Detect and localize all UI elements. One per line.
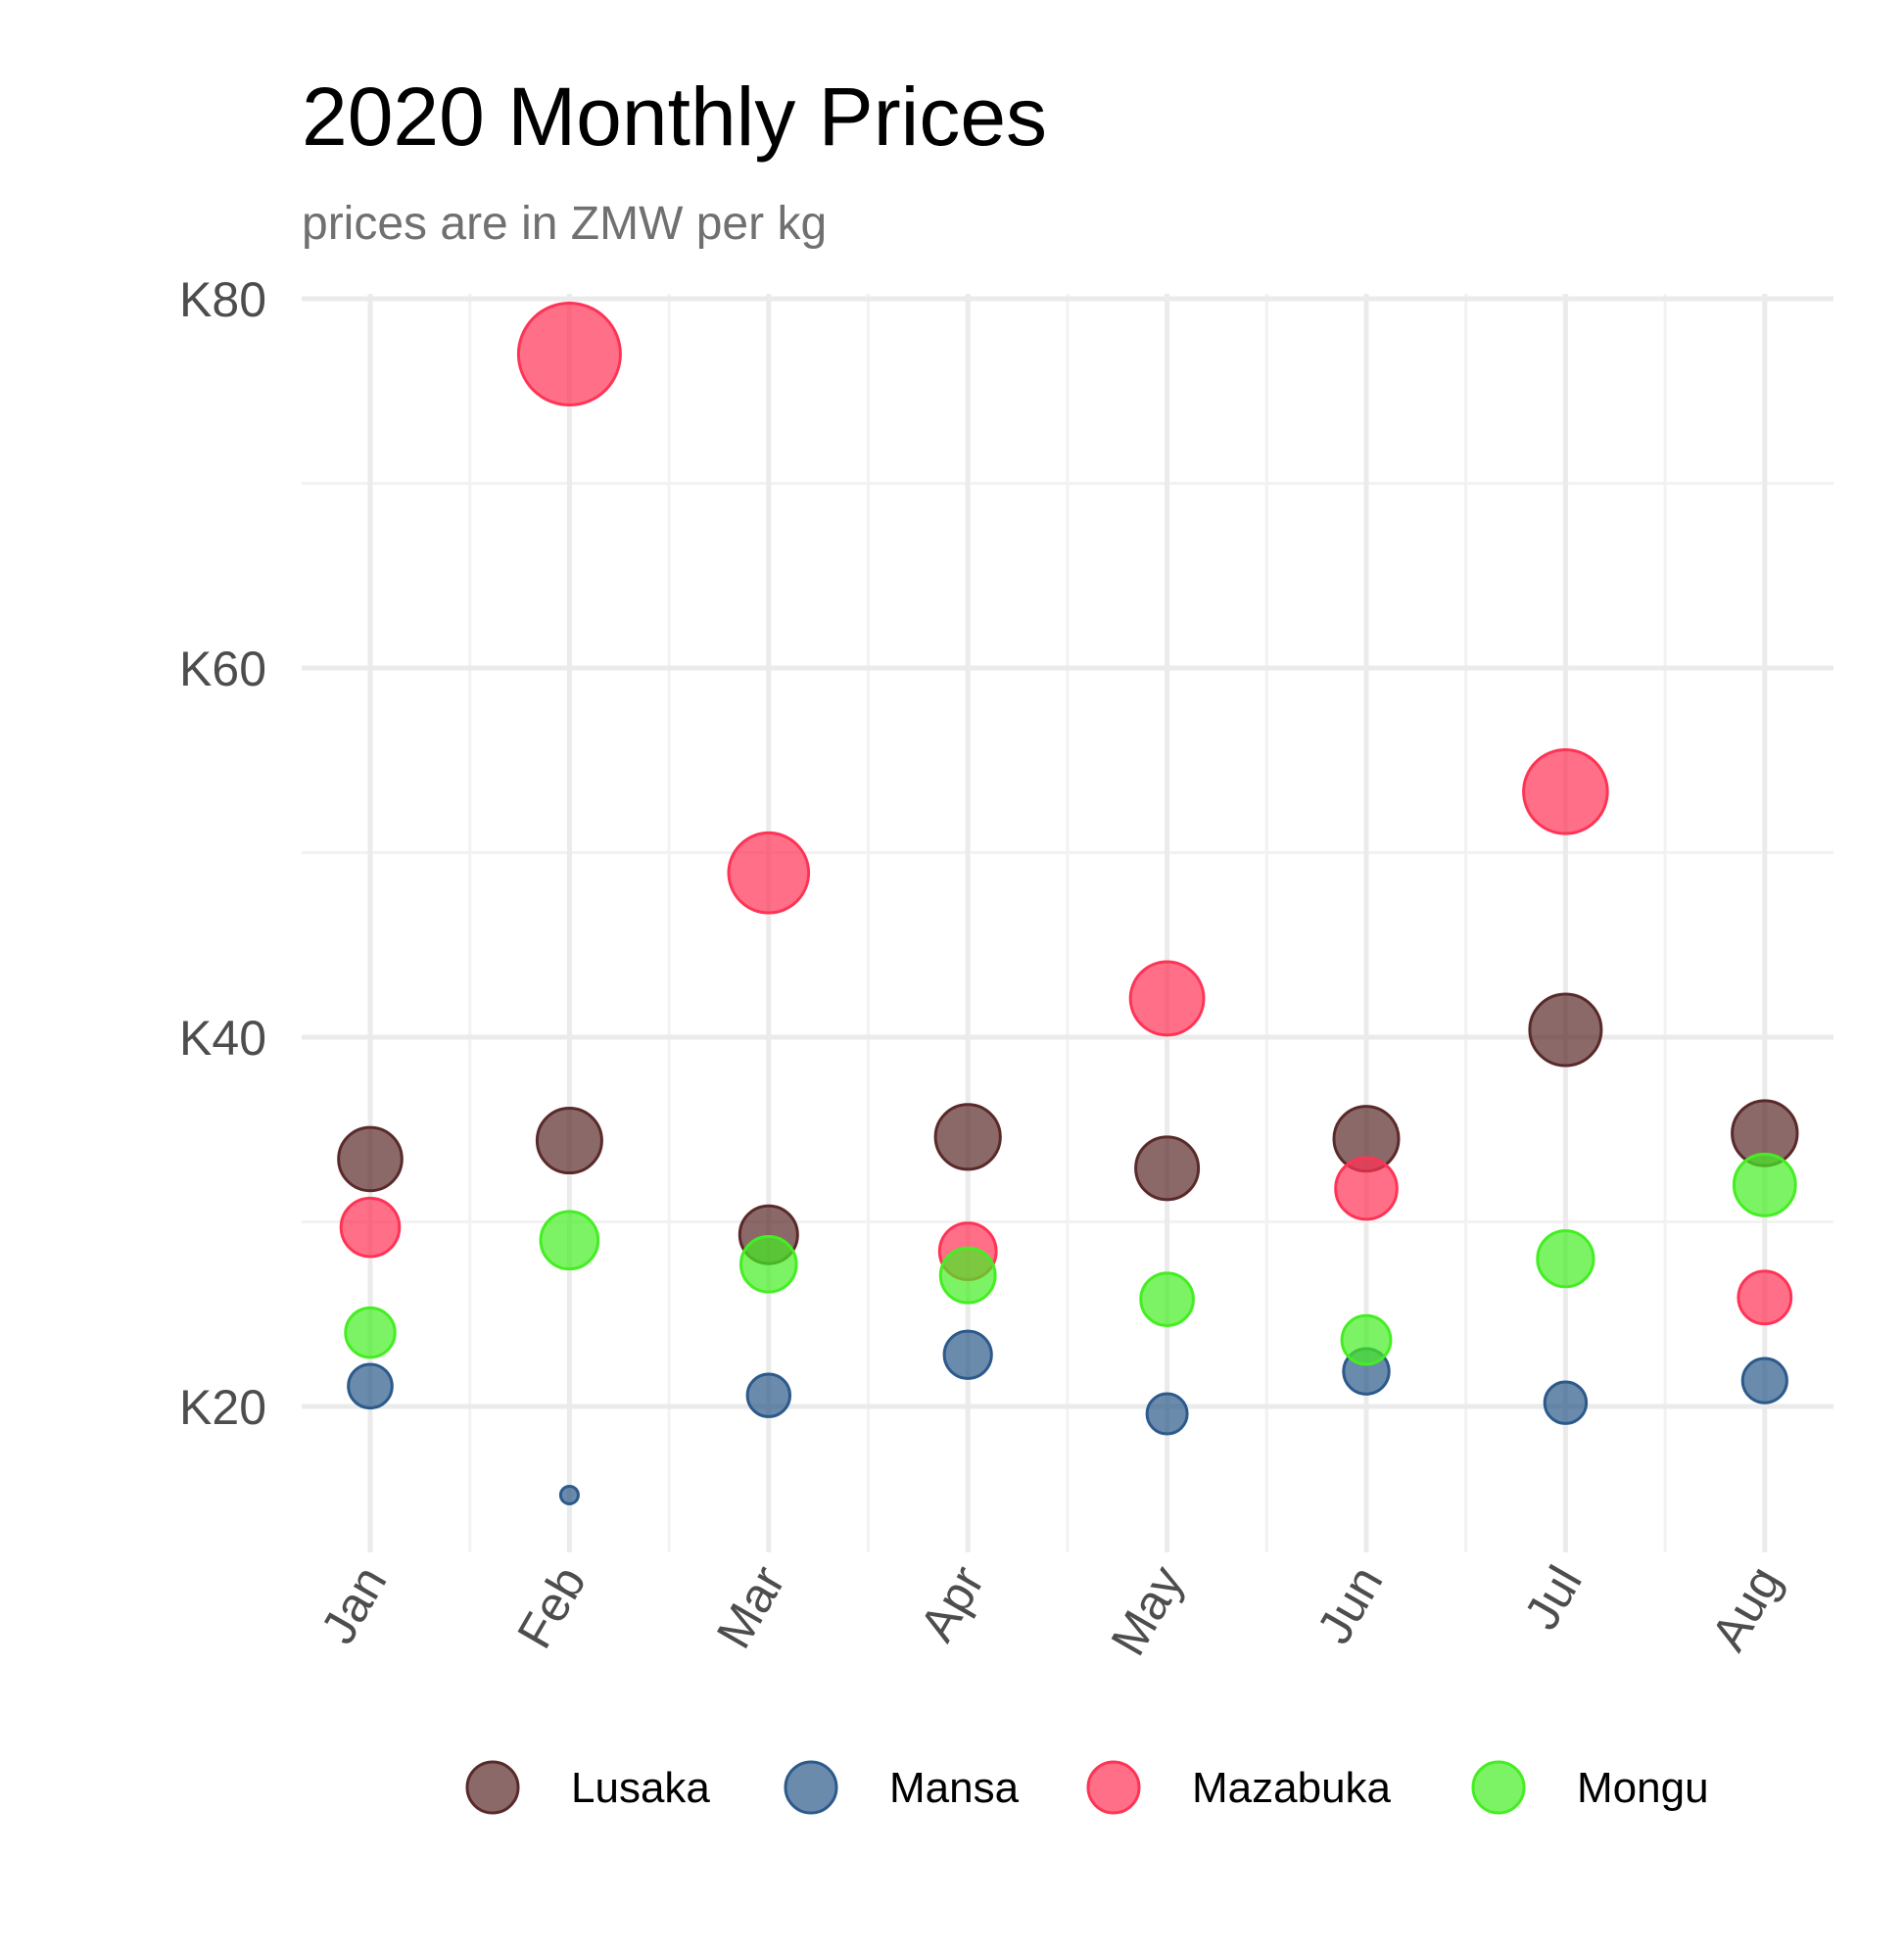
point-mongu-may	[1139, 1271, 1195, 1327]
legend-key-mongu	[1471, 1760, 1526, 1815]
point-mongu-jun	[1340, 1313, 1393, 1366]
point-mansa-aug	[1740, 1356, 1788, 1404]
y-axis-ticks: K20 K40 K60 K80	[179, 272, 266, 1435]
point-mazabuka-aug	[1737, 1269, 1793, 1326]
legend-key-mazabuka	[1086, 1760, 1141, 1815]
point-lusaka-may	[1134, 1135, 1201, 1202]
legend: Lusaka Mansa Mazabuka Mongu	[465, 1760, 1709, 1815]
x-tick-label: Feb	[506, 1557, 596, 1658]
y-tick-label: K60	[179, 642, 266, 696]
x-tick-label: May	[1100, 1557, 1194, 1665]
point-mongu-jul	[1536, 1229, 1595, 1289]
legend-key-mansa	[784, 1760, 838, 1815]
point-mongu-feb	[539, 1210, 600, 1271]
x-tick-label: Mar	[706, 1557, 796, 1658]
legend-label-mongu: Mongu	[1577, 1764, 1709, 1812]
point-mazabuka-feb	[516, 302, 622, 407]
data-points	[337, 302, 1799, 1505]
point-lusaka-feb	[535, 1107, 603, 1175]
x-tick-label: Apr	[909, 1557, 994, 1650]
point-mongu-mar	[739, 1235, 798, 1294]
point-mazabuka-mar	[727, 831, 811, 915]
point-lusaka-jan	[337, 1125, 404, 1193]
point-mansa-jul	[1543, 1380, 1589, 1425]
chart-title: 2020 Monthly Prices	[302, 71, 1047, 163]
point-mansa-jan	[347, 1362, 394, 1410]
point-mazabuka-jan	[339, 1196, 402, 1259]
x-tick-label: Jul	[1513, 1557, 1592, 1639]
legend-label-mansa: Mansa	[889, 1764, 1020, 1812]
point-mongu-jan	[344, 1306, 397, 1359]
point-mongu-aug	[1732, 1152, 1797, 1217]
x-tick-label: Jun	[1307, 1557, 1394, 1653]
y-tick-label: K20	[179, 1380, 266, 1435]
point-lusaka-apr	[933, 1103, 1002, 1171]
point-mansa-feb	[558, 1484, 580, 1505]
chart-subtitle: prices are in ZMW per kg	[302, 198, 827, 250]
point-mansa-may	[1145, 1392, 1189, 1436]
point-lusaka-jul	[1528, 992, 1603, 1068]
x-tick-label: Jan	[310, 1557, 398, 1653]
grid	[302, 294, 1833, 1552]
x-tick-label: Aug	[1700, 1557, 1791, 1660]
point-mansa-apr	[942, 1329, 993, 1380]
point-mongu-apr	[938, 1246, 997, 1305]
x-axis-ticks: Jan Feb Mar Apr May Jun Jul Aug	[310, 1557, 1792, 1665]
legend-label-mazabuka: Mazabuka	[1192, 1764, 1392, 1812]
y-tick-label: K40	[179, 1011, 266, 1066]
point-mansa-mar	[745, 1372, 791, 1418]
point-mazabuka-may	[1128, 960, 1206, 1037]
legend-label-lusaka: Lusaka	[571, 1764, 710, 1812]
point-mazabuka-jul	[1522, 747, 1609, 835]
point-mazabuka-jun	[1334, 1156, 1399, 1221]
y-tick-label: K80	[179, 272, 266, 327]
legend-key-lusaka	[465, 1760, 520, 1815]
